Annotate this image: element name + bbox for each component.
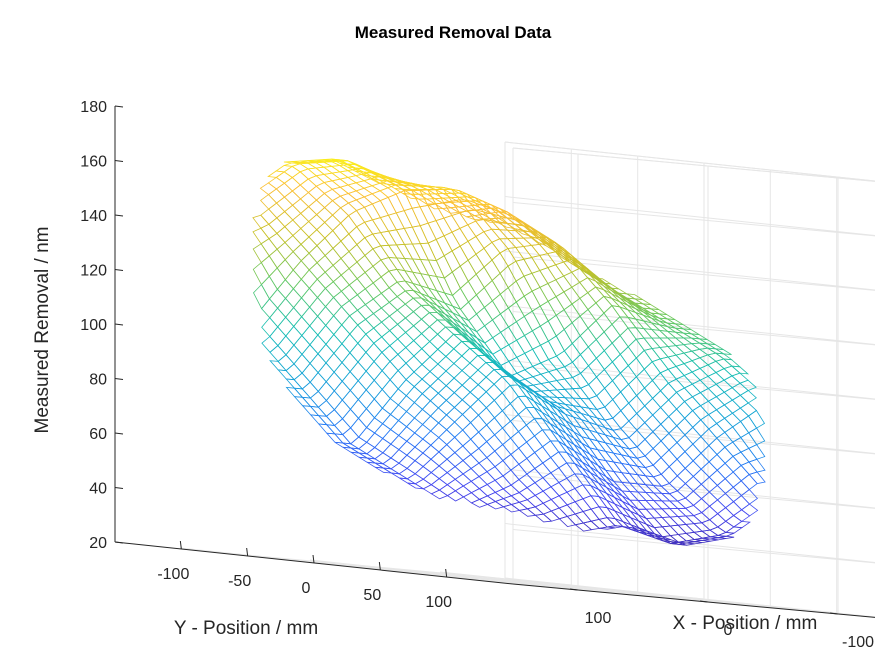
z-tick xyxy=(114,541,124,544)
z-tick xyxy=(114,105,124,108)
y-tick xyxy=(246,547,249,557)
z-tick xyxy=(114,378,124,380)
surface-cell xyxy=(470,498,489,508)
z-tick-label: 160 xyxy=(80,154,107,171)
surface-mesh xyxy=(252,158,766,546)
surface-cell xyxy=(630,527,648,532)
y-tick xyxy=(312,554,315,564)
y-tick-label: 0 xyxy=(302,580,311,597)
x-tick-label: 100 xyxy=(585,610,612,627)
surface-cell xyxy=(599,526,616,530)
chart-title: Measured Removal Data xyxy=(355,23,552,42)
tick-labels: 20 40 60 80 100 120 140 160 180 -100 -50 0 50 100 -100… xyxy=(80,99,874,651)
z-tick-label: 80 xyxy=(89,372,107,389)
y-gridline xyxy=(380,170,771,607)
y-gridline xyxy=(181,149,572,586)
surface-cell xyxy=(446,490,465,502)
z-tick-label: 100 xyxy=(80,317,107,334)
z-tick xyxy=(114,214,124,217)
surface-cell xyxy=(407,482,424,490)
y-tick-label: 50 xyxy=(363,587,381,604)
y-axis-label: Y - Position / mm xyxy=(174,618,318,639)
x-tick-label: 0 xyxy=(724,622,733,639)
x-tick xyxy=(569,588,579,591)
y-tick xyxy=(445,568,448,578)
surface-cell xyxy=(375,466,392,474)
axes-layer xyxy=(114,105,875,618)
y-tick-label: -50 xyxy=(228,573,251,590)
surface-cell xyxy=(518,508,537,517)
x-axis-label: X - Position / mm xyxy=(673,613,818,634)
z-tick xyxy=(114,160,124,162)
x-tick-label: -100 xyxy=(842,634,874,651)
z-tick-label: 140 xyxy=(80,208,107,225)
surface-cell xyxy=(574,522,593,532)
y-gridline xyxy=(446,177,838,614)
surface-cell xyxy=(502,504,521,513)
z-tick-label: 60 xyxy=(89,426,107,443)
grid-layer xyxy=(179,141,875,618)
z-tick xyxy=(114,487,124,489)
box-edge xyxy=(504,141,875,182)
x-tick xyxy=(699,600,709,603)
z-tick-label: 40 xyxy=(89,481,107,498)
y-gridline xyxy=(313,163,705,600)
z-tick-label: 120 xyxy=(80,263,107,280)
z-tick-label: 20 xyxy=(89,535,107,552)
z-tick xyxy=(114,323,124,326)
y-tick xyxy=(378,561,381,571)
z-tick xyxy=(114,269,124,271)
y-tick-label: 100 xyxy=(425,594,452,611)
surface-cell xyxy=(486,501,505,510)
z-tick-label: 180 xyxy=(80,99,107,116)
z-tick xyxy=(114,432,124,435)
surface-cell xyxy=(558,515,577,528)
y-tick-label: -100 xyxy=(157,566,189,583)
box-edge xyxy=(512,147,875,182)
y-gridline xyxy=(247,156,639,593)
x-tick xyxy=(829,612,839,615)
z-axis-label: Measured Removal / nm xyxy=(32,227,53,434)
surface-cell xyxy=(534,513,553,523)
surface-cell xyxy=(430,489,449,500)
y-tick xyxy=(179,540,182,550)
